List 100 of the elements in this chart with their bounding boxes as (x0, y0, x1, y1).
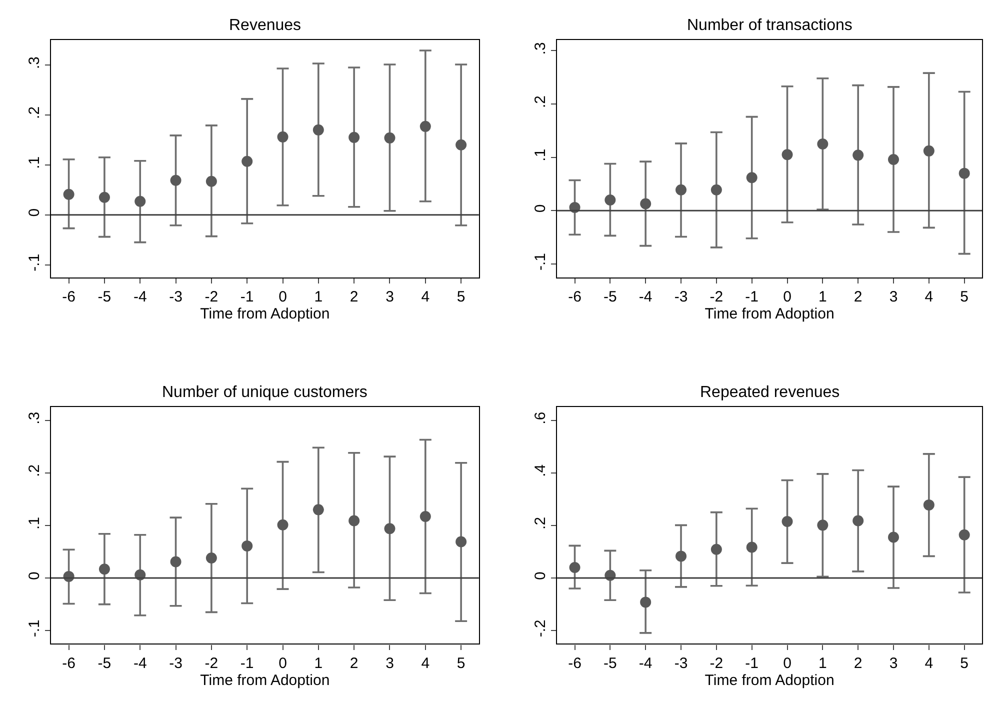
y-tick-label: .3 (26, 56, 43, 69)
x-tick-label: 3 (889, 654, 898, 672)
x-tick-label: -2 (710, 654, 724, 672)
point (420, 511, 431, 522)
point (782, 516, 793, 527)
point (98, 564, 110, 575)
x-tick-label: -1 (240, 654, 254, 672)
chart-title: Revenues (229, 17, 302, 34)
x-tick-label: -2 (204, 654, 218, 672)
chart-title: Number of transactions (687, 17, 852, 34)
y-tick-label: .6 (532, 412, 549, 424)
x-tick-label: 1 (818, 654, 827, 672)
x-tick-label: 3 (889, 288, 898, 306)
point (676, 550, 687, 562)
x-tick-label: -5 (604, 288, 617, 306)
x-tick-label: 0 (278, 654, 287, 672)
point (242, 540, 253, 552)
point (170, 174, 182, 186)
x-tick-label: -3 (169, 654, 182, 672)
x-tick-label: 5 (960, 654, 969, 672)
point (277, 519, 288, 530)
x-tick-label: 2 (350, 654, 358, 672)
point (923, 145, 934, 156)
point (206, 552, 217, 564)
x-tick-label: 0 (783, 288, 792, 306)
point (746, 172, 758, 184)
x-tick-label: 5 (456, 288, 466, 306)
y-tick-label: .1 (532, 148, 549, 162)
x-tick-label: -4 (133, 654, 147, 672)
point (782, 149, 793, 160)
x-tick-label: 2 (854, 654, 862, 672)
point (888, 532, 899, 543)
x-tick-label: -3 (674, 288, 688, 306)
point (852, 150, 864, 161)
x-tick-label: -5 (98, 288, 112, 306)
point (710, 184, 722, 196)
point (456, 139, 467, 150)
y-tick-label: -.2 (532, 620, 549, 638)
x-tick-label: 1 (818, 288, 827, 306)
y-tick-label: .2 (26, 106, 43, 119)
x-tick-label: 3 (386, 288, 394, 306)
y-tick-label: -.1 (532, 252, 549, 270)
x-tick-label: 5 (456, 654, 466, 672)
point (242, 156, 253, 167)
point (312, 504, 324, 516)
y-tick-label: .1 (26, 156, 43, 169)
x-tick-label: -1 (745, 654, 759, 672)
x-tick-label: 0 (783, 654, 792, 672)
point (676, 184, 687, 196)
point (817, 520, 828, 531)
x-tick-label: 4 (421, 288, 430, 306)
x-tick-label: 5 (960, 288, 969, 306)
x-tick-label: 4 (924, 288, 934, 306)
x-tick-label: -6 (62, 654, 76, 672)
point (384, 132, 396, 144)
point (277, 131, 288, 142)
x-tick-label: -3 (169, 288, 182, 306)
x-tick-label: 3 (386, 654, 394, 672)
point (888, 154, 899, 165)
x-axis-title: Time from Adoption (200, 672, 330, 689)
x-tick-label: -6 (568, 288, 582, 306)
y-tick-label: 0 (532, 204, 549, 213)
point (134, 196, 146, 207)
point (958, 529, 970, 540)
point (170, 556, 182, 568)
y-tick-label: -.1 (26, 620, 43, 638)
y-tick-label: .1 (26, 516, 43, 530)
y-tick-label: .2 (532, 516, 549, 530)
point (206, 176, 217, 187)
x-tick-label: -6 (568, 654, 582, 672)
point (817, 138, 828, 150)
y-tick-label: 0 (26, 208, 43, 217)
x-tick-label: -6 (62, 288, 76, 306)
point (312, 124, 324, 136)
x-tick-label: -5 (98, 654, 112, 672)
chart-title: Number of unique customers (162, 384, 368, 401)
point (640, 596, 652, 608)
x-tick-label: 1 (314, 654, 323, 672)
point (569, 562, 580, 573)
x-axis-title: Time from Adoption (704, 672, 834, 689)
x-tick-label: -2 (710, 288, 724, 306)
x-axis-title: Time from Adoption (200, 305, 330, 322)
point (923, 499, 934, 510)
x-tick-label: 4 (924, 654, 934, 672)
x-tick-label: -3 (674, 654, 688, 672)
point (852, 515, 864, 526)
x-tick-label: -1 (745, 288, 759, 306)
point (420, 120, 431, 132)
point (456, 536, 467, 548)
x-tick-label: -5 (604, 654, 617, 672)
point (98, 192, 110, 203)
x-tick-label: 4 (421, 654, 430, 672)
point (63, 188, 74, 200)
point (348, 515, 360, 526)
y-tick-label: -.1 (26, 254, 43, 272)
point (384, 523, 396, 534)
x-tick-label: 0 (278, 288, 287, 306)
point (640, 198, 652, 210)
y-tick-label: .3 (26, 412, 43, 424)
point (710, 544, 722, 555)
